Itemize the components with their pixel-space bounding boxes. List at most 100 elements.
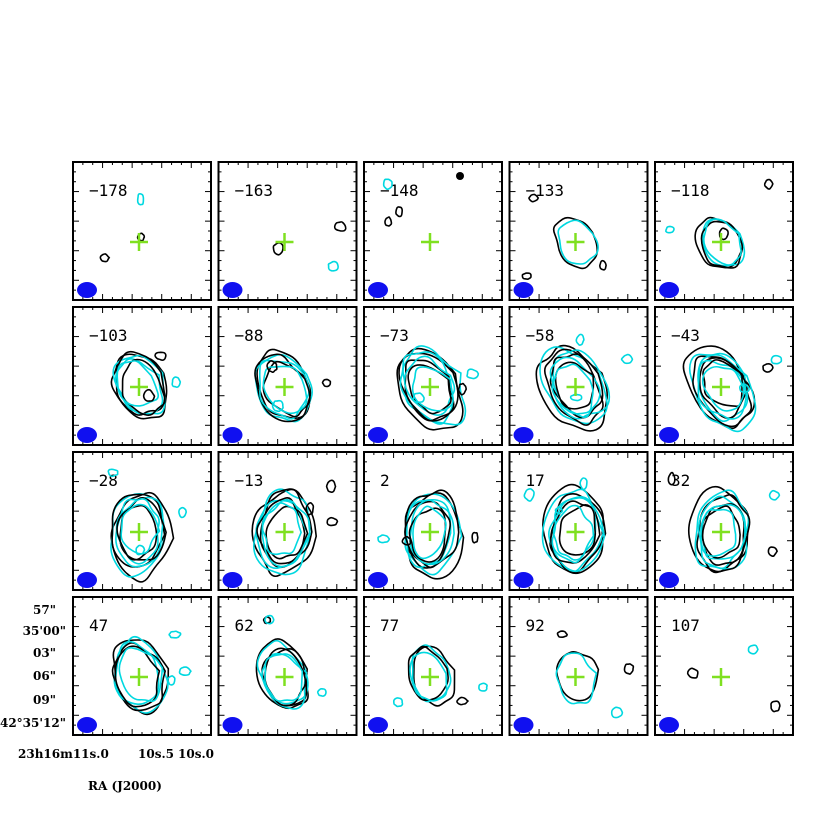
contour-group	[682, 345, 783, 433]
beam-ellipse	[77, 572, 97, 588]
noise-contour	[456, 696, 470, 706]
x-tick-label: 23h16m11s.0	[18, 747, 109, 761]
contour-group	[107, 468, 188, 583]
contour-group	[255, 614, 327, 710]
contour-cyan	[261, 498, 310, 568]
beam-ellipse	[513, 572, 534, 588]
panel-frame	[72, 306, 212, 446]
noise-contour	[575, 333, 585, 346]
y-tick-label: 57"	[33, 603, 56, 617]
contour-group	[665, 178, 774, 269]
contour-black	[396, 347, 464, 431]
beam-ellipse	[222, 572, 243, 588]
noise-contour	[412, 392, 425, 404]
channel-panel: 62	[217, 596, 358, 736]
noise-contour	[457, 382, 468, 396]
y-tick-label: 03"	[33, 646, 56, 660]
x-axis-title: RA (J2000)	[88, 779, 162, 793]
panel-frame	[363, 596, 503, 736]
y-tick-label: 09"	[33, 693, 56, 707]
velocity-label: 32	[671, 471, 690, 490]
noise-contour	[154, 351, 167, 361]
y-tick-label: 42°35'12"	[0, 716, 66, 730]
noise-contour	[135, 544, 146, 556]
contour-group	[110, 350, 182, 420]
channel-panel: 17	[508, 451, 649, 591]
velocity-label: −103	[89, 326, 128, 345]
noise-contour	[667, 471, 676, 486]
channel-panel: −88	[217, 306, 358, 446]
noise-contour	[264, 614, 275, 625]
noise-contour	[665, 225, 675, 234]
noise-contour	[136, 232, 146, 242]
noise-contour	[168, 630, 182, 639]
noise-contour	[333, 221, 347, 232]
noise-contour	[171, 376, 182, 389]
noise-contour	[107, 468, 119, 478]
noise-contour	[623, 663, 635, 675]
noise-contour	[762, 362, 774, 373]
velocity-label: 77	[380, 616, 399, 635]
contour-group	[521, 193, 607, 280]
contour-cyan	[701, 365, 745, 412]
noise-contour	[326, 516, 339, 527]
contour-black	[558, 504, 597, 556]
beam-ellipse	[368, 282, 388, 298]
noise-contour	[395, 206, 404, 218]
noise-contour	[142, 388, 156, 402]
contour-group	[99, 193, 146, 263]
x-tick-label: 10s.5	[138, 747, 174, 761]
contour-black	[408, 507, 447, 563]
channel-panel: −163	[217, 161, 358, 301]
noise-contour	[305, 502, 315, 516]
noise-contour	[556, 630, 568, 639]
y-tick-label: 06"	[33, 669, 56, 683]
contour-group	[667, 471, 781, 574]
contour-cyan	[541, 488, 605, 573]
contour-black	[119, 497, 167, 561]
beam-ellipse	[77, 717, 97, 733]
contour-cyan	[694, 489, 750, 570]
noise-contour	[770, 354, 783, 365]
beam-ellipse	[513, 282, 534, 298]
channel-panel: 77	[363, 596, 503, 736]
noise-contour	[599, 259, 607, 271]
velocity-label: −163	[235, 181, 274, 200]
contour-black	[701, 505, 741, 559]
panel-frame	[72, 161, 212, 301]
beam-ellipse	[222, 717, 243, 733]
contour-group	[254, 348, 332, 423]
noise-contour	[738, 383, 750, 394]
contour-black	[696, 494, 751, 574]
velocity-label: −133	[526, 181, 565, 200]
panel-frame	[363, 161, 503, 301]
contour-cyan	[552, 349, 611, 420]
noise-contour	[471, 531, 479, 544]
channel-panel: 47	[72, 596, 212, 736]
noise-contour	[166, 675, 176, 686]
contour-black	[535, 344, 608, 432]
contour-cyan	[120, 503, 161, 555]
noise-contour	[747, 644, 759, 655]
velocity-label: −43	[671, 326, 700, 345]
velocity-label: −178	[89, 181, 128, 200]
beam-ellipse	[368, 427, 388, 443]
x-tick-label: 10s.0	[178, 747, 214, 761]
noise-contour	[620, 353, 634, 365]
contour-cyan	[557, 219, 599, 265]
channel-panel: −73	[363, 306, 503, 446]
noise-contour	[686, 667, 699, 679]
beam-ellipse	[222, 282, 243, 298]
beam-ellipse	[77, 427, 97, 443]
noise-contour	[523, 488, 535, 502]
noise-contour	[554, 506, 564, 515]
panel-grid: −178 −163 −148 −133 −118 −103 −88 −73 −58 −43 −28 −…	[72, 161, 794, 736]
channel-panel: −178	[72, 161, 212, 301]
velocity-label: 92	[526, 616, 545, 635]
contour-cyan	[113, 635, 169, 714]
beam-ellipse	[222, 427, 243, 443]
contour-group	[111, 630, 192, 716]
velocity-label: −73	[380, 326, 409, 345]
contour-cyan	[555, 652, 598, 705]
